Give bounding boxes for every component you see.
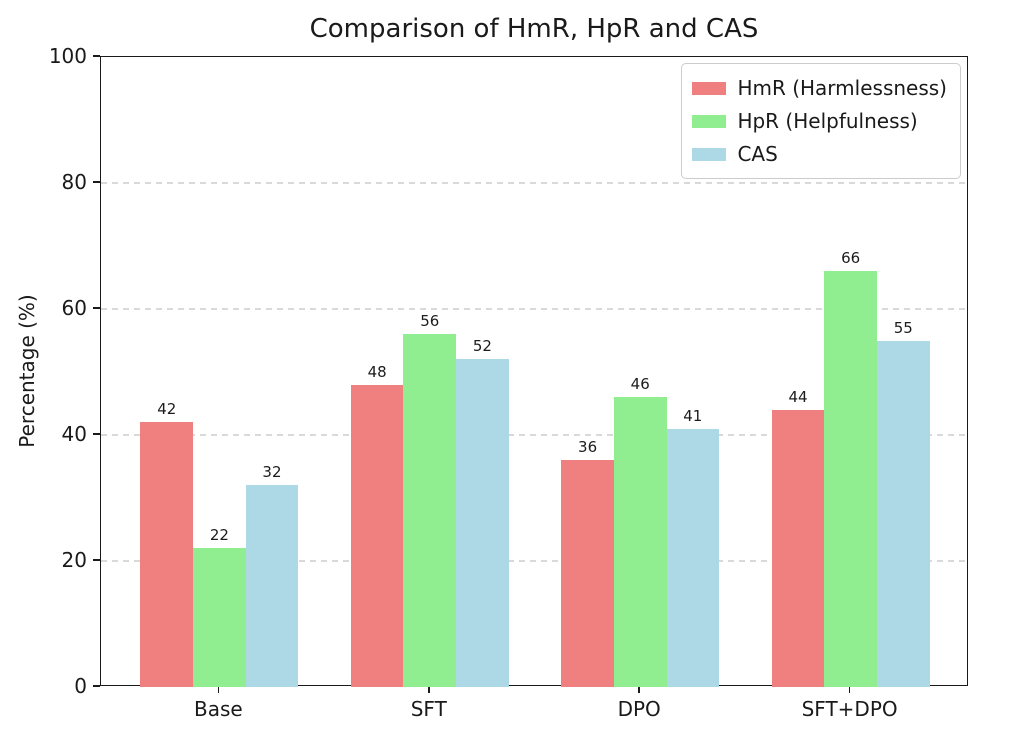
x-tick-label: SFT bbox=[410, 697, 447, 721]
bar bbox=[140, 422, 194, 687]
y-tick-mark bbox=[93, 307, 100, 309]
bar bbox=[876, 340, 930, 687]
bar-value-label: 44 bbox=[788, 387, 808, 406]
legend-row: HpR (Helpfulness) bbox=[692, 106, 947, 136]
y-tick-mark bbox=[93, 181, 100, 183]
gridline bbox=[101, 560, 967, 562]
bar-value-label: 55 bbox=[893, 318, 913, 337]
bar-value-label: 32 bbox=[262, 463, 282, 482]
bar-value-label: 66 bbox=[841, 249, 861, 268]
x-tick-label: DPO bbox=[617, 697, 661, 721]
bar-value-label: 56 bbox=[420, 312, 440, 331]
y-tick-mark bbox=[93, 55, 100, 57]
y-tick-mark bbox=[93, 433, 100, 435]
y-tick-label: 40 bbox=[61, 422, 87, 446]
bar-value-label: 52 bbox=[472, 337, 492, 356]
bar bbox=[456, 359, 509, 687]
bar bbox=[613, 397, 667, 687]
y-tick-mark bbox=[93, 685, 100, 687]
bar bbox=[245, 485, 299, 687]
y-tick-label: 80 bbox=[61, 170, 87, 194]
bar bbox=[824, 271, 877, 687]
chart-title: Comparison of HmR, HpR and CAS bbox=[309, 14, 759, 44]
gridline bbox=[101, 182, 967, 184]
legend-label: HmR (Harmlessness) bbox=[737, 76, 947, 100]
x-tick-mark bbox=[428, 686, 430, 693]
legend: HmR (Harmlessness) HpR (Helpfulness) CAS bbox=[681, 63, 961, 179]
bar-value-label: 46 bbox=[630, 375, 650, 394]
legend-row: HmR (Harmlessness) bbox=[692, 73, 947, 103]
y-tick-label: 0 bbox=[74, 674, 87, 698]
bar bbox=[350, 384, 404, 687]
gridline bbox=[101, 434, 967, 436]
bar-value-label: 48 bbox=[367, 362, 387, 381]
bar bbox=[561, 460, 614, 687]
bar-value-label: 22 bbox=[209, 526, 229, 545]
x-tick-mark bbox=[638, 686, 640, 693]
legend-label: CAS bbox=[737, 142, 778, 166]
bar bbox=[193, 548, 246, 687]
bar-value-label: 41 bbox=[683, 406, 703, 425]
x-tick-mark bbox=[848, 686, 851, 693]
legend-label: HpR (Helpfulness) bbox=[737, 109, 918, 133]
x-tick-label: Base bbox=[194, 697, 243, 721]
plot-area: HmR (Harmlessness) HpR (Helpfulness) CAS 4… bbox=[100, 56, 968, 687]
legend-swatch bbox=[692, 147, 727, 161]
gridline bbox=[101, 308, 967, 310]
bar-value-label: 42 bbox=[157, 400, 177, 419]
y-tick-label: 20 bbox=[61, 548, 87, 572]
bar bbox=[771, 409, 825, 687]
bar-value-label: 36 bbox=[578, 438, 598, 457]
x-tick-label: SFT+DPO bbox=[801, 697, 898, 721]
x-tick-mark bbox=[217, 686, 220, 693]
y-tick-label: 60 bbox=[61, 296, 87, 320]
legend-swatch bbox=[692, 114, 727, 128]
y-tick-mark bbox=[93, 559, 100, 561]
y-tick-label: 100 bbox=[48, 44, 87, 68]
bar bbox=[666, 428, 720, 687]
legend-swatch bbox=[692, 81, 727, 95]
bar bbox=[403, 334, 457, 687]
legend-row: CAS bbox=[692, 139, 947, 169]
